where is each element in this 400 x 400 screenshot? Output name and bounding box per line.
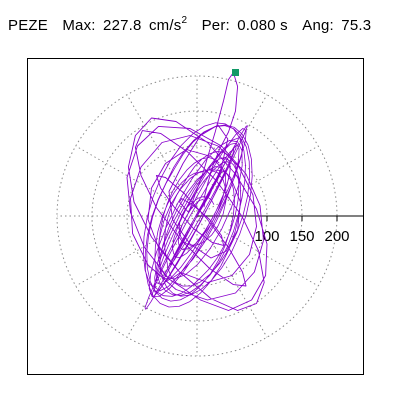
station-code: PEZE <box>8 17 48 34</box>
series-core-0 <box>144 125 248 310</box>
peak-marker <box>232 69 239 76</box>
series-outer-0 <box>142 122 253 308</box>
max-unit-base: cm/s <box>148 17 182 34</box>
grid-spoke-30 <box>196 145 319 217</box>
axis-layer: 100 150 200 <box>197 215 364 245</box>
angle-value: 75.3 <box>341 17 372 34</box>
grid-spoke-240 <box>126 215 198 338</box>
x-tick-label-150: 150 <box>289 228 314 245</box>
marker-layer <box>232 69 239 76</box>
max-unit-exponent: 2 <box>181 15 188 26</box>
max-label: Max: <box>62 17 96 34</box>
max-value: 227.8 <box>103 17 142 34</box>
series-layer <box>126 72 268 311</box>
x-tick-label-100: 100 <box>254 228 279 245</box>
x-tick-label-200: 200 <box>324 228 349 245</box>
angle-label: Ang: <box>302 17 334 34</box>
max-unit: cm/s2 <box>148 15 188 34</box>
title-bar: PEZE Max: 227.8 cm/s2 Per: 0.080 s Ang: … <box>8 15 372 34</box>
period-label: Per: <box>201 17 230 34</box>
period-value: 0.080 s <box>237 17 288 34</box>
grid-spoke-300 <box>196 215 268 338</box>
series-trace-0 <box>126 72 268 311</box>
